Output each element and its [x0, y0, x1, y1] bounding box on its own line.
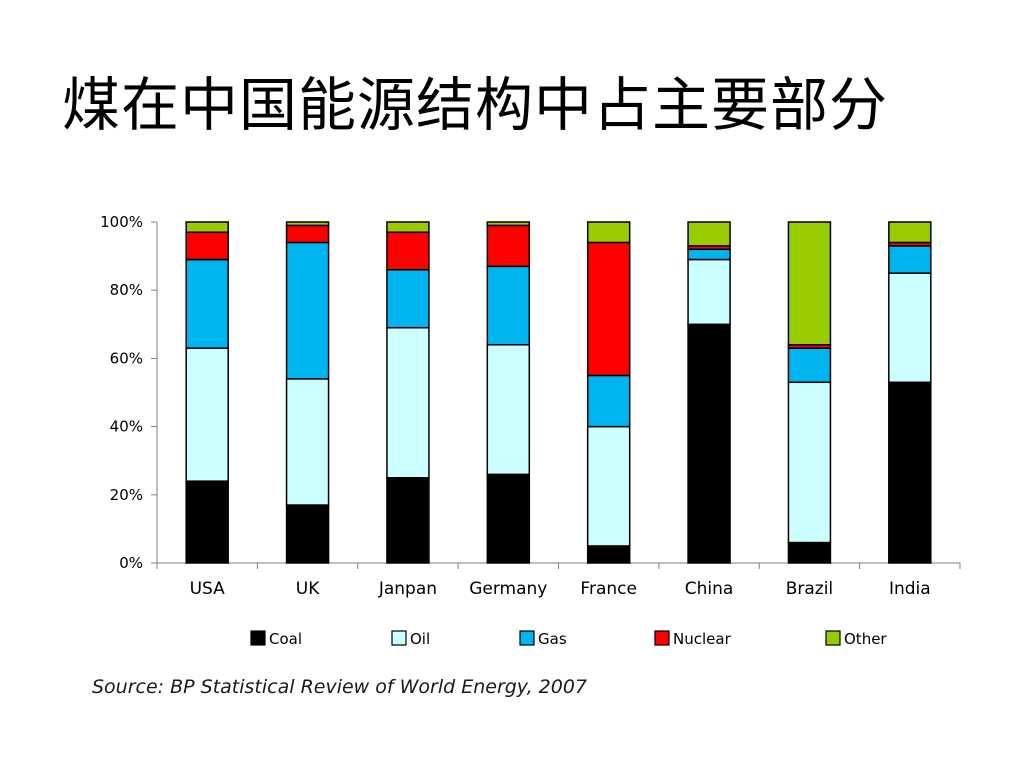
legend-label: Gas	[538, 630, 567, 648]
legend-item-coal: Coal	[250, 630, 302, 648]
bar-oil-india	[888, 272, 932, 384]
chart-labels: 0% 20% 40% 60% 80% 100% USA UK Janpan Germany Fran…	[100, 213, 931, 599]
x-tick-label: Brazil	[786, 579, 833, 599]
bar-other-janpan	[386, 221, 430, 233]
legend-label: Nuclear	[673, 630, 732, 648]
x-tick-label: France	[580, 579, 637, 599]
chart-bars	[185, 221, 932, 564]
bar-coal-uk	[285, 504, 330, 564]
x-tick-label: UK	[296, 579, 320, 599]
bar-coal-germany	[486, 473, 531, 564]
bar-coal-china	[687, 323, 731, 564]
x-tick-label: USA	[190, 579, 226, 599]
legend-swatch	[391, 630, 407, 646]
bar-gas-uk	[285, 241, 330, 380]
bar-oil-france	[586, 425, 631, 547]
bar-coal-brazil	[787, 541, 832, 564]
legend-label: Oil	[410, 630, 430, 648]
bar-other-uk	[285, 221, 330, 227]
bar-oil-china	[687, 258, 731, 326]
bar-gas-france	[586, 374, 631, 428]
bar-other-india	[888, 221, 932, 244]
legend-swatch	[654, 630, 670, 646]
x-tick-label: China	[685, 579, 734, 599]
chart-axes	[151, 221, 961, 569]
bar-nuclear-uk	[285, 224, 330, 244]
bar-gas-india	[888, 245, 932, 274]
bar-other-usa	[185, 221, 229, 233]
bar-nuclear-germany	[486, 224, 531, 268]
bar-gas-china	[687, 248, 731, 261]
x-tick-label: Germany	[469, 579, 547, 599]
bar-other-france	[586, 221, 631, 244]
x-tick-label: India	[889, 579, 931, 599]
slide-title: 煤在中国能源结构中占主要部分	[62, 71, 889, 139]
bar-coal-usa	[185, 480, 229, 564]
bar-coal-india	[888, 381, 932, 564]
bar-nuclear-janpan	[386, 231, 430, 271]
legend-item-oil: Oil	[391, 630, 430, 648]
bar-coal-janpan	[386, 477, 430, 564]
legend-label: Other	[844, 630, 887, 648]
bar-other-germany	[486, 221, 531, 227]
bar-gas-janpan	[386, 268, 430, 329]
legend-swatch	[250, 630, 266, 646]
legend-item-nuclear: Nuclear	[654, 630, 732, 648]
bar-oil-brazil	[787, 381, 832, 544]
source-note: Source: BP Statistical Review of World E…	[92, 676, 588, 698]
y-tick-label: 80%	[110, 281, 143, 299]
bar-other-china	[687, 221, 731, 247]
legend-swatch	[519, 630, 535, 646]
y-tick-label: 0%	[119, 554, 143, 572]
x-tick-label: Janpan	[378, 579, 437, 599]
bar-gas-germany	[486, 265, 531, 346]
legend-label: Coal	[269, 630, 302, 648]
bar-nuclear-usa	[185, 231, 229, 261]
legend-item-other: Other	[825, 630, 887, 648]
y-tick-label: 20%	[110, 486, 143, 504]
legend-item-gas: Gas	[519, 630, 567, 648]
bar-coal-france	[586, 545, 631, 564]
bar-gas-usa	[185, 258, 229, 349]
bar-oil-usa	[185, 347, 229, 482]
bar-gas-brazil	[787, 347, 832, 384]
y-tick-label: 60%	[110, 349, 143, 367]
bar-oil-uk	[285, 378, 330, 506]
bar-oil-janpan	[386, 326, 430, 479]
chart-legend: Coal Oil Gas Nuclear Other	[250, 630, 887, 648]
y-tick-label: 40%	[110, 418, 143, 436]
bar-nuclear-france	[586, 241, 631, 377]
y-tick-label: 100%	[100, 213, 143, 231]
legend-swatch	[825, 630, 841, 646]
bar-oil-germany	[486, 344, 531, 476]
bar-other-brazil	[787, 221, 832, 346]
